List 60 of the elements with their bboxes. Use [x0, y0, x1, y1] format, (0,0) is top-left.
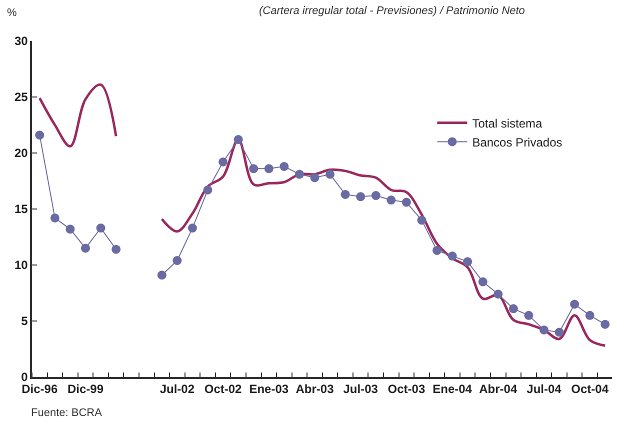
x-tick-label: Jul-04	[526, 382, 562, 396]
point	[310, 173, 320, 182]
point	[264, 164, 274, 174]
point	[508, 304, 518, 314]
x-tick-label: Ene-04	[432, 382, 472, 396]
point	[417, 216, 426, 225]
point	[50, 213, 60, 222]
point	[600, 320, 610, 329]
point	[386, 196, 396, 205]
point	[494, 290, 503, 299]
legend-label: Total sistema	[472, 116, 543, 130]
y-tick-label: 25	[14, 90, 28, 104]
y-tick-label: 5	[21, 314, 28, 328]
point	[326, 170, 335, 179]
point	[463, 257, 472, 266]
chart-subtitle: (Cartera irregular total - Previsiones) / Patrimonio Neto	[259, 5, 525, 17]
point	[448, 252, 457, 261]
point	[585, 310, 594, 320]
point	[218, 157, 228, 166]
point	[340, 190, 350, 199]
y-tick-label: 15	[14, 202, 28, 216]
y-tick-label: 10	[14, 258, 28, 272]
point	[371, 191, 380, 200]
x-tick-label: Jul-03	[343, 382, 378, 396]
point	[203, 185, 212, 194]
point	[188, 224, 197, 233]
y-tick-label: 20	[14, 146, 28, 160]
x-tick-label: Oct-03	[388, 382, 426, 396]
point	[280, 162, 289, 171]
point	[432, 246, 442, 255]
point	[356, 192, 366, 202]
source-note: Fuente: BCRA	[31, 407, 103, 419]
x-tick-label: Jul-02	[160, 382, 195, 396]
x-tick-label: Oct-04	[571, 382, 609, 396]
point	[96, 224, 106, 233]
x-tick-label: Ene-03	[249, 382, 289, 396]
point	[172, 256, 182, 266]
point	[539, 325, 548, 334]
point	[402, 198, 411, 207]
point	[66, 224, 75, 234]
point	[570, 300, 580, 309]
point	[157, 270, 166, 280]
x-tick-label: Dic-96	[22, 382, 58, 396]
point	[249, 164, 258, 174]
point	[112, 244, 121, 254]
x-tick-label: Abr-03	[296, 382, 334, 396]
point	[35, 130, 44, 140]
x-tick-label: Abr-04	[479, 382, 518, 396]
y-tick-label: 0	[21, 370, 28, 384]
point	[554, 328, 564, 337]
point	[524, 310, 534, 320]
point	[294, 170, 304, 179]
y-axis-title: %	[7, 7, 17, 19]
y-tick-label: 30	[14, 34, 28, 48]
x-tick-label: Dic-99	[67, 382, 104, 396]
point	[80, 244, 90, 253]
point	[478, 277, 488, 286]
x-tick-label: Oct-02	[204, 382, 242, 396]
point	[234, 135, 243, 144]
legend-label: Bancos Privados	[472, 135, 562, 150]
